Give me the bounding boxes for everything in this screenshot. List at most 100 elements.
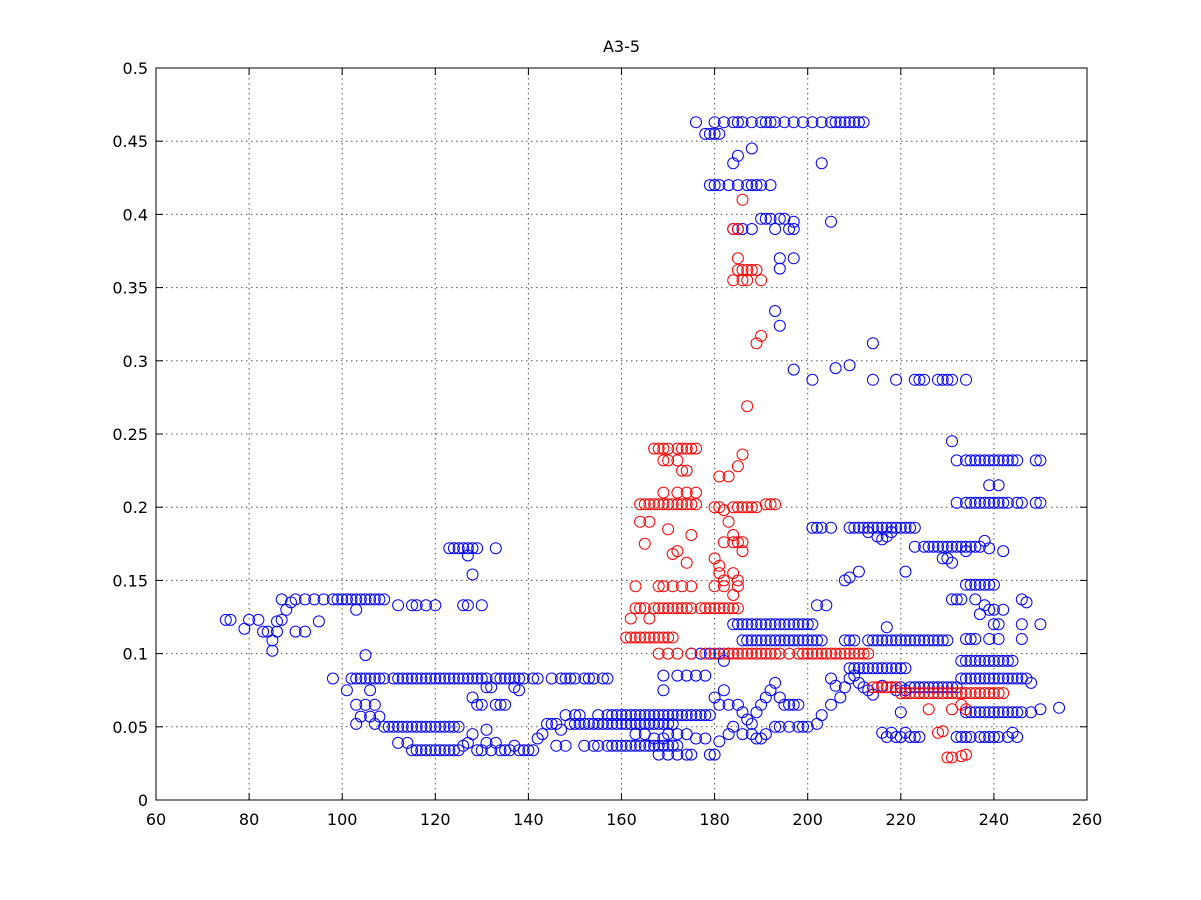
- data-point: [708, 127, 721, 140]
- data-point: [946, 435, 958, 448]
- data-point: [727, 274, 740, 287]
- data-point: [387, 672, 400, 685]
- data-point: [946, 751, 958, 764]
- data-point: [713, 470, 726, 483]
- data-point: [410, 720, 423, 733]
- x-tick-label: 240: [979, 810, 1010, 829]
- data-point: [852, 662, 865, 675]
- data-point: [866, 634, 879, 647]
- data-point: [792, 720, 805, 733]
- data-point: [713, 127, 726, 140]
- data-point: [787, 698, 800, 711]
- data-point: [880, 634, 893, 647]
- data-point: [424, 720, 437, 733]
- data-point: [373, 593, 386, 606]
- data-point: [983, 672, 996, 685]
- data-point: [871, 634, 884, 647]
- data-point: [964, 496, 977, 509]
- data-point: [866, 681, 879, 694]
- data-point: [894, 687, 907, 700]
- data-point: [392, 736, 405, 749]
- data-point: [312, 615, 325, 628]
- data-point: [494, 672, 507, 685]
- data-point: [573, 709, 586, 722]
- data-point: [447, 542, 460, 555]
- data-point: [666, 631, 679, 644]
- data-point: [736, 536, 749, 549]
- data-point: [750, 634, 763, 647]
- data-point: [429, 672, 442, 685]
- data-point: [443, 744, 456, 757]
- data-point: [713, 559, 726, 572]
- data-point: [443, 720, 456, 733]
- data-point: [447, 720, 460, 733]
- data-point: [690, 732, 702, 745]
- data-point: [601, 739, 614, 752]
- data-point: [825, 116, 837, 129]
- data-point: [643, 515, 656, 528]
- data-point: [685, 580, 698, 593]
- data-point: [946, 687, 958, 700]
- data-point: [615, 709, 628, 722]
- data-point: [717, 602, 730, 615]
- data-point: [652, 647, 665, 660]
- x-tick-label: 120: [420, 810, 451, 829]
- data-point: [382, 720, 395, 733]
- data-point: [964, 540, 977, 553]
- data-point: [671, 709, 684, 722]
- data-point: [271, 615, 283, 628]
- data-point: [299, 625, 311, 638]
- data-point: [946, 593, 958, 606]
- data-point: [717, 504, 730, 517]
- data-point: [992, 687, 1005, 700]
- data-point: [452, 720, 465, 733]
- data-point: [745, 647, 758, 660]
- data-point: [485, 681, 498, 694]
- data-point: [848, 521, 861, 534]
- data-point: [624, 631, 637, 644]
- data-point: [629, 739, 642, 752]
- data-point: [713, 567, 726, 580]
- data-point: [750, 337, 763, 350]
- data-point: [578, 672, 591, 685]
- data-point: [936, 725, 949, 738]
- data-point: [992, 479, 1005, 492]
- data-point: [666, 498, 679, 511]
- data-point: [541, 717, 553, 730]
- data-point: [429, 599, 442, 612]
- data-point: [983, 706, 996, 719]
- data-point: [401, 736, 414, 749]
- data-point: [825, 215, 837, 228]
- data-point: [1015, 706, 1028, 719]
- data-point: [392, 599, 405, 612]
- data-point: [326, 672, 339, 685]
- data-point: [638, 631, 651, 644]
- data-point: [880, 681, 893, 694]
- data-point: [894, 731, 907, 743]
- data-point: [680, 498, 693, 511]
- data-point: [764, 684, 777, 697]
- data-point: [662, 523, 675, 536]
- data-point: [257, 625, 270, 638]
- data-point: [634, 709, 647, 722]
- data-point: [694, 602, 707, 615]
- data-point: [992, 672, 1005, 685]
- data-point: [908, 540, 921, 553]
- data-point: [987, 672, 1000, 685]
- data-point: [857, 521, 870, 534]
- data-point: [969, 706, 982, 719]
- data-point: [629, 728, 642, 741]
- data-point: [373, 672, 386, 685]
- data-point: [1053, 701, 1066, 714]
- data-point: [769, 647, 782, 660]
- data-point: [731, 149, 744, 162]
- data-point: [634, 498, 647, 511]
- data-point: [783, 698, 796, 711]
- data-point: [764, 212, 777, 225]
- data-point: [652, 602, 665, 615]
- data-point: [415, 720, 428, 733]
- data-point: [932, 726, 944, 739]
- data-point: [671, 486, 684, 499]
- data-point: [406, 672, 418, 685]
- data-point: [648, 602, 661, 615]
